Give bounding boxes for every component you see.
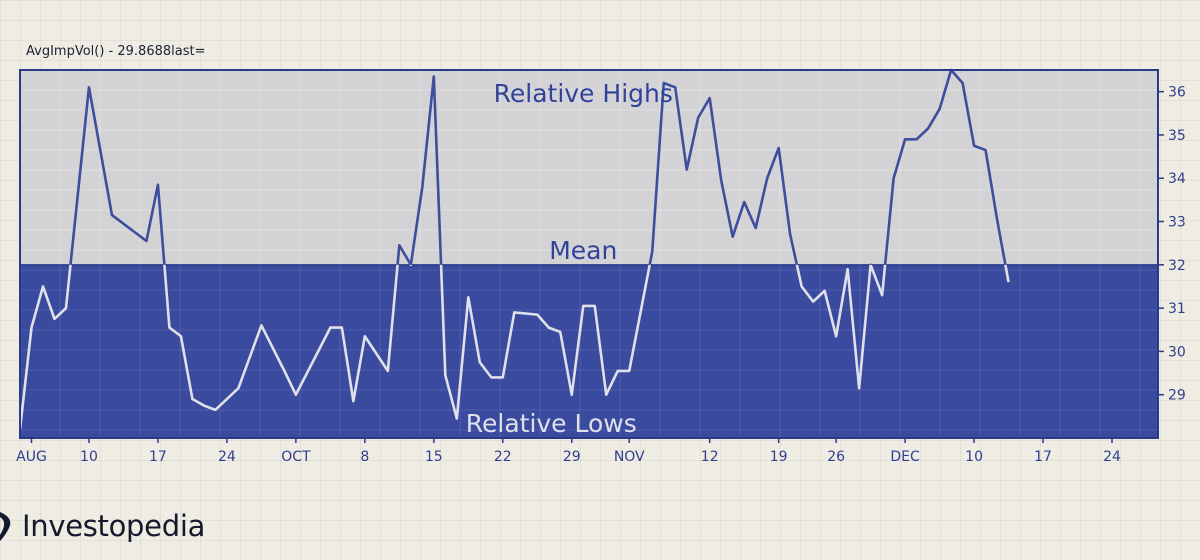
series-layer	[18, 68, 1010, 430]
investopedia-logo: Investopedia	[0, 504, 205, 548]
relative-highs-label: Relative Highs	[494, 79, 673, 108]
x-tick-label: 19	[770, 449, 788, 465]
indicator-label: AvgImpVol() - 29.8688last=	[26, 44, 206, 59]
x-tick-label: NOV	[614, 449, 645, 465]
y-tick-label: 32	[1168, 258, 1186, 274]
x-tick-label: 26	[827, 449, 845, 465]
x-tick-label: 10	[965, 449, 983, 465]
x-tick-label: DEC	[890, 449, 920, 465]
x-axis: AUG 10 17 24 OCT 8 15 22 29 NOV 12 19 26 DEC 10 17 24	[16, 438, 1121, 465]
y-tick-label: 33	[1168, 215, 1186, 231]
mean-label: Mean	[549, 236, 617, 265]
x-tick-label: 17	[149, 449, 167, 465]
investopedia-swoosh-icon	[0, 512, 11, 541]
y-tick-label: 29	[1168, 388, 1186, 404]
x-tick-label: 24	[1103, 449, 1121, 465]
relative-lows-label: Relative Lows	[466, 409, 637, 438]
y-tick-label: 34	[1168, 171, 1186, 187]
x-tick-label: 8	[360, 449, 369, 465]
x-tick-label: 10	[80, 449, 98, 465]
x-tick-label: OCT	[281, 449, 311, 465]
x-tick-label: 12	[701, 449, 719, 465]
x-tick-label: 24	[218, 449, 236, 465]
brand-name: Investopedia	[22, 509, 206, 543]
relative-highs-zone	[20, 70, 1158, 265]
x-tick-label: 15	[425, 449, 443, 465]
x-tick-label: 17	[1034, 449, 1052, 465]
series-line-below-mean	[18, 264, 1010, 430]
chart-gridlines	[20, 70, 1158, 438]
y-tick-label: 30	[1168, 344, 1186, 360]
x-tick-label: 22	[494, 449, 512, 465]
y-axis: 29 30 31 32 33 34 35 36	[1158, 85, 1186, 404]
x-tick-label: AUG	[16, 449, 47, 465]
relative-lows-zone	[20, 264, 1158, 438]
x-tick-label: 29	[563, 449, 581, 465]
y-tick-label: 31	[1168, 301, 1186, 317]
plot-frame	[19, 69, 1159, 439]
y-tick-label: 35	[1168, 128, 1186, 144]
y-tick-label: 36	[1168, 85, 1186, 101]
